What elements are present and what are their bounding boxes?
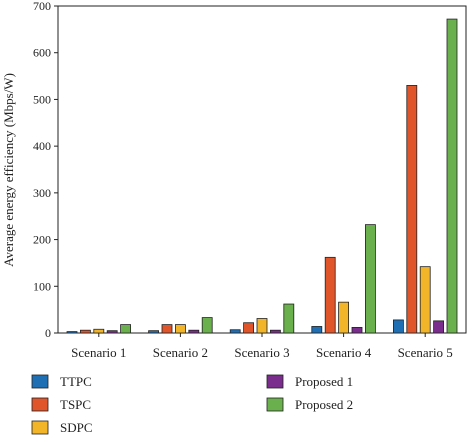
y-tick-label: 200: [33, 233, 51, 247]
bar: [201, 317, 213, 334]
x-tick-label: Scenario 2: [153, 345, 208, 360]
legend-label: TTPC: [60, 374, 92, 389]
bar: [229, 329, 241, 334]
bars: [66, 18, 458, 334]
y-tick-label: 100: [33, 279, 51, 293]
bar: [433, 320, 445, 334]
y-tick-label: 700: [33, 0, 51, 13]
y-tick-label: 600: [33, 46, 51, 60]
legend-label: Proposed 2: [295, 397, 353, 412]
bar: [364, 224, 376, 334]
x-tick-label: Scenario 5: [398, 345, 453, 360]
bar: [243, 322, 255, 334]
y-tick-label: 500: [33, 92, 51, 106]
bar: [392, 319, 404, 334]
bar: [446, 18, 458, 334]
bar: [188, 329, 200, 334]
bar: [174, 324, 186, 334]
bar: [324, 256, 336, 334]
legend-swatch: [266, 374, 284, 389]
bar: [148, 330, 160, 334]
bar: [80, 329, 91, 334]
legend-swatch: [31, 397, 49, 412]
bar: [283, 303, 295, 334]
bar: [120, 324, 131, 334]
bar: [338, 301, 350, 334]
y-axis: 0 100 200 300 400 500 600 700: [33, 0, 58, 340]
legend-label: TSPC: [60, 397, 91, 412]
bar: [419, 266, 431, 334]
bar: [269, 329, 281, 334]
bar: [256, 318, 268, 334]
legend: TTPC TSPC SDPC Proposed 1 Proposed 2: [31, 374, 353, 435]
x-tick-label: Scenario 3: [234, 345, 289, 360]
x-axis: Scenario 1 Scenario 2 Scenario 3 Scenario 4…: [71, 333, 453, 360]
y-tick-label: 300: [33, 186, 51, 200]
bar: [311, 326, 323, 334]
bar: [106, 330, 118, 334]
x-tick-label: Scenario 4: [316, 345, 372, 360]
plot-frame: [57, 5, 467, 334]
y-tick-label: 400: [33, 139, 51, 153]
legend-swatch: [31, 374, 49, 389]
legend-swatch: [31, 420, 49, 435]
bar: [66, 331, 78, 334]
y-axis-label: Average energy efficiency (Mbps/W): [1, 73, 16, 267]
bar: [93, 328, 105, 334]
legend-label: SDPC: [60, 420, 93, 435]
x-tick-label: Scenario 1: [71, 345, 126, 360]
bar: [351, 326, 363, 334]
bar: [161, 324, 173, 334]
y-tick-label: 0: [45, 326, 51, 340]
legend-label: Proposed 1: [295, 374, 353, 389]
bar: [406, 85, 418, 334]
plot-border: [57, 5, 467, 334]
legend-swatch: [266, 397, 284, 412]
